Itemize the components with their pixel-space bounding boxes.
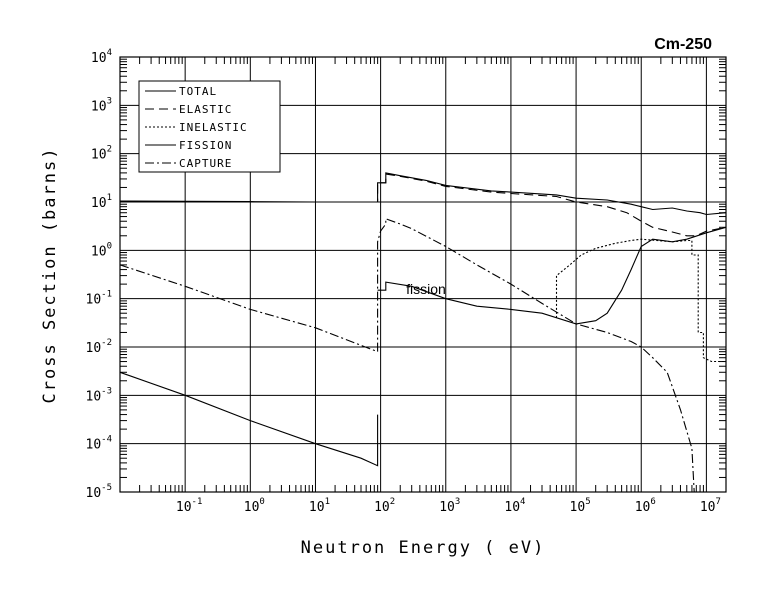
tick-label: 10-3 [86, 386, 113, 404]
legend-label-total: TOTAL [179, 85, 217, 98]
tick-label: 10-4 [86, 435, 113, 453]
legend-label-elastic: ELASTIC [179, 103, 232, 116]
tick-label: 10-2 [86, 338, 113, 356]
tick-label: 100 [244, 497, 265, 515]
series-fission [377, 226, 727, 325]
y-tick-labels: 104 103 102 101 100 10-1 10-2 10-3 10-4 10-5 [86, 48, 113, 501]
tick-label: 105 [570, 497, 591, 515]
axis-ticks [120, 57, 727, 492]
tick-label: 10-5 [86, 483, 113, 501]
plot-area-frame [119, 56, 727, 493]
tick-label: 107 [700, 497, 721, 515]
series-elastic [119, 173, 727, 237]
tick-label: 103 [91, 96, 112, 114]
tick-label: 106 [635, 497, 656, 515]
tick-label: 102 [374, 497, 395, 515]
legend-label-fission: FISSION [179, 139, 232, 152]
annotation-label: fission [406, 281, 446, 297]
tick-label: 104 [91, 48, 112, 66]
annotations: fission [406, 281, 446, 297]
series-fission-low-energy [119, 371, 379, 467]
tick-label: 104 [504, 497, 525, 515]
tick-label: 101 [91, 193, 112, 211]
legend-label-capture: CAPTURE [179, 157, 232, 170]
legend: TOTAL ELASTIC INELASTIC FISSION CAPTURE [138, 80, 281, 173]
tick-label: 102 [91, 145, 112, 163]
x-tick-labels: 10-1 100 101 102 103 104 105 106 107 [176, 497, 721, 515]
legend-label-inelastic: INELASTIC [179, 121, 248, 134]
chart-title: Cm-250 [654, 36, 712, 53]
tick-label: 103 [439, 497, 460, 515]
y-axis-title: Cross Section (barns) [40, 147, 60, 404]
x-axis-title: Neutron Energy ( eV) [301, 538, 546, 558]
tick-label: 10-1 [86, 290, 113, 308]
tick-label: 10-1 [176, 497, 203, 515]
series-capture [119, 218, 695, 493]
legend-items: TOTAL ELASTIC INELASTIC FISSION CAPTURE [145, 85, 248, 170]
tick-label: 101 [309, 497, 330, 515]
tick-label: 100 [91, 241, 112, 259]
series-group [119, 172, 727, 493]
